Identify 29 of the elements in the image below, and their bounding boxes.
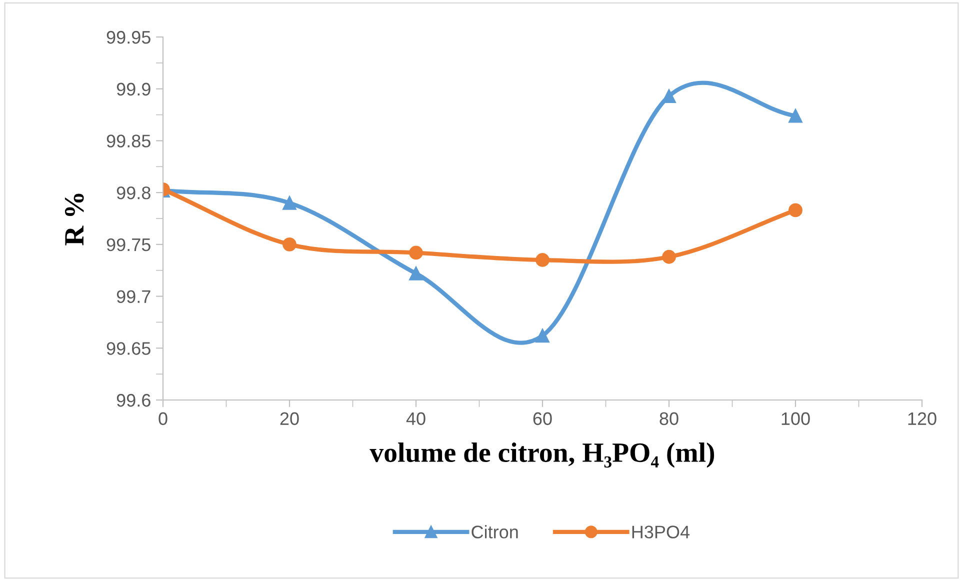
- point: [662, 89, 676, 104]
- y-tick-label: 99.75: [106, 238, 150, 252]
- x-tick-label: 80: [660, 412, 678, 426]
- x-tick-label: 120: [908, 412, 936, 426]
- x-tick-label: 100: [782, 412, 810, 426]
- x-tick-label: 0: [158, 412, 168, 426]
- x-axis-title: volume de citron, H₃PO₄ (ml): [370, 442, 714, 468]
- legend-label: H3PO4: [632, 526, 690, 538]
- point: [409, 266, 423, 280]
- y-tick-label: 99.95: [106, 30, 150, 44]
- y-tick-label: 99.7: [116, 290, 150, 304]
- legend-label: Citron: [472, 525, 518, 538]
- y-tick-label: 99.65: [106, 342, 150, 355]
- y-tick-label: 99.9: [116, 82, 150, 96]
- point: [282, 196, 296, 210]
- y-tick-label: 99.8: [116, 186, 150, 200]
- point: [788, 108, 802, 123]
- y-axis-title: R %: [64, 194, 84, 246]
- point: [662, 250, 676, 264]
- y-tick-label: 99.85: [106, 134, 150, 148]
- point: [536, 328, 550, 343]
- point: [536, 253, 550, 267]
- x-tick-label: 40: [406, 412, 426, 426]
- y-tick-label: 99.6: [116, 394, 150, 407]
- x-tick-label: 20: [280, 412, 299, 426]
- x-tick-label: 60: [533, 412, 552, 426]
- point: [409, 246, 423, 260]
- point: [788, 203, 802, 218]
- point: [282, 237, 296, 252]
